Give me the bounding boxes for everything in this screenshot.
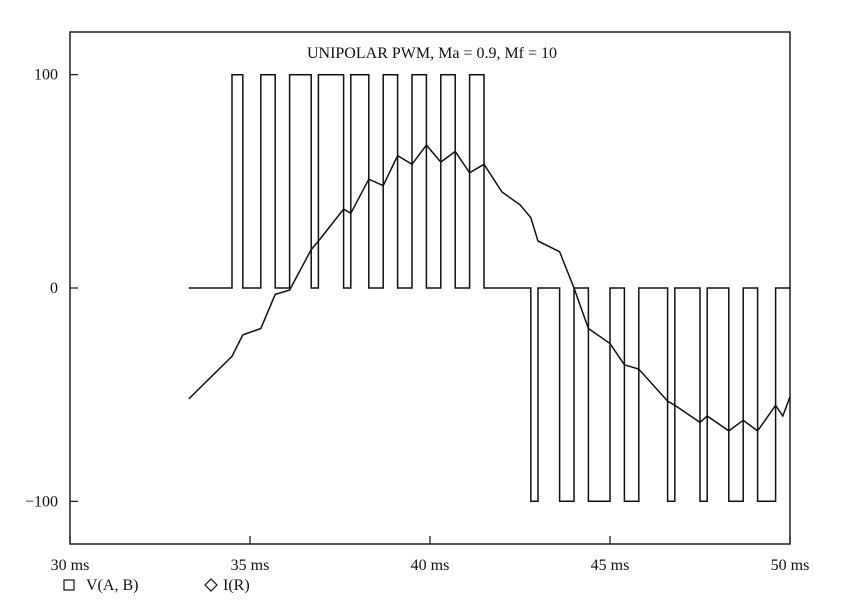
legend-label-i-r: I(R) <box>223 577 250 594</box>
y-tick-label: −100 <box>25 493 58 510</box>
legend-square-marker <box>63 579 75 591</box>
series-line-current <box>188 143 791 432</box>
x-tick-label: 45 ms <box>591 557 630 574</box>
x-tick-label: 35 ms <box>231 557 270 574</box>
x-tick-label: 30 ms <box>51 557 90 574</box>
x-tick-label: 50 ms <box>771 557 810 574</box>
y-axis: 100 0 −100 <box>25 67 78 510</box>
y-tick-label: 100 <box>34 67 58 84</box>
x-axis: 30 ms 35 ms 40 ms 45 ms 50 ms <box>51 536 810 574</box>
chart-title: UNIPOLAR PWM, Ma = 0.9, Mf = 10 <box>307 45 557 62</box>
legend-label-v-ab: V(A, B) <box>86 577 138 594</box>
series-layer <box>188 73 791 503</box>
y-tick-label: 0 <box>50 280 58 297</box>
legend-diamond-marker <box>204 578 218 592</box>
x-tick-label: 40 ms <box>411 557 450 574</box>
legend: V(A, B) I(R) <box>63 577 250 594</box>
series-line-voltage <box>188 73 790 503</box>
